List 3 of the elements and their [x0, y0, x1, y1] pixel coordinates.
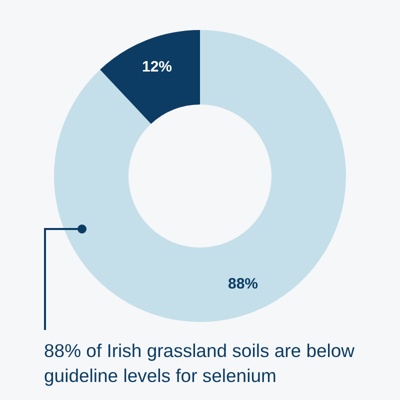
text: 88% of Irish grassland soils are below guideline levels for selenium [44, 339, 356, 388]
data-label: 12% [142, 58, 172, 76]
data-label: 88% [228, 276, 258, 293]
